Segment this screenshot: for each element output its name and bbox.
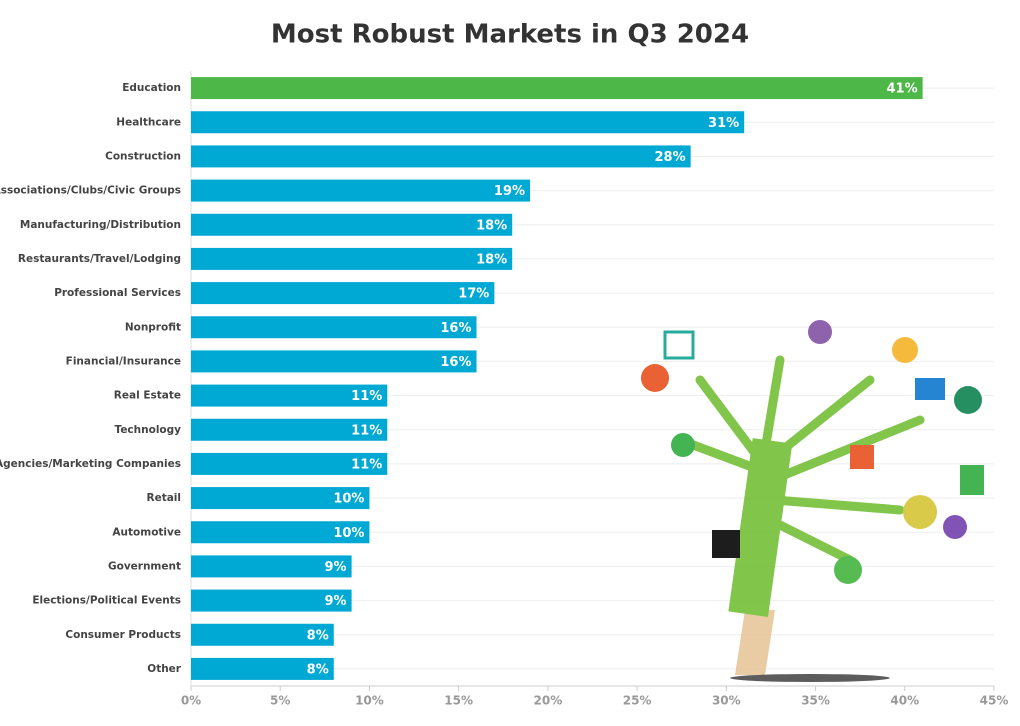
value-label: 41% bbox=[886, 82, 917, 97]
bar bbox=[191, 247, 513, 270]
bar bbox=[191, 145, 691, 168]
value-label: 8% bbox=[307, 662, 329, 677]
bar bbox=[191, 350, 477, 373]
bar bbox=[191, 111, 745, 134]
bar bbox=[191, 623, 334, 646]
decoration bbox=[641, 320, 984, 682]
value-label: 10% bbox=[333, 526, 364, 541]
icon bbox=[641, 364, 669, 392]
value-label: 18% bbox=[476, 218, 507, 233]
branches bbox=[675, 355, 925, 565]
value-label: 16% bbox=[440, 355, 471, 370]
value-label: 8% bbox=[307, 628, 329, 643]
icon bbox=[834, 556, 862, 584]
y-tick-label: Construction bbox=[105, 150, 181, 162]
x-tick-label: 30% bbox=[712, 694, 741, 708]
x-tick-label: 15% bbox=[444, 694, 473, 708]
x-tick-label: 5% bbox=[270, 694, 290, 708]
bar bbox=[191, 589, 352, 612]
pencil-tip bbox=[735, 610, 775, 675]
icon bbox=[954, 386, 982, 414]
bar bbox=[191, 316, 477, 339]
y-tick-label: Consumer Products bbox=[65, 629, 181, 641]
bar bbox=[191, 282, 495, 305]
value-label: 9% bbox=[325, 594, 347, 609]
y-tick-label: Real Estate bbox=[114, 390, 181, 402]
x-tick-label: 10% bbox=[355, 694, 384, 708]
y-tick-label: Ad Agencies/Marketing Companies bbox=[0, 458, 181, 470]
y-tick-label: Associations/Clubs/Civic Groups bbox=[0, 185, 181, 197]
icon bbox=[850, 445, 874, 469]
icon bbox=[960, 465, 984, 495]
value-label: 28% bbox=[655, 150, 686, 165]
icon bbox=[915, 378, 945, 400]
y-tick-label: Healthcare bbox=[116, 116, 181, 128]
bar bbox=[191, 521, 370, 544]
bar bbox=[191, 384, 388, 407]
shadow bbox=[730, 674, 890, 682]
y-tick-label: Government bbox=[108, 560, 181, 572]
plot-area: 0% 5% 10% 15% 20% 25% 30% 35% 40% 45% Education 41%… bbox=[0, 71, 1008, 708]
value-label: 10% bbox=[333, 492, 364, 507]
y-tick-label: Education bbox=[122, 82, 181, 94]
icon bbox=[892, 337, 918, 363]
value-label: 9% bbox=[325, 560, 347, 575]
value-label: 19% bbox=[494, 184, 525, 199]
icon bbox=[903, 495, 937, 529]
y-tick-label: Elections/Political Events bbox=[32, 595, 181, 607]
y-tick-label: Nonprofit bbox=[125, 321, 181, 333]
x-tick-label: 45% bbox=[980, 694, 1009, 708]
bar bbox=[191, 555, 352, 578]
value-label: 11% bbox=[351, 423, 382, 438]
y-tick-label: Automotive bbox=[112, 526, 181, 538]
icon bbox=[943, 515, 967, 539]
y-tick-label: Restaurants/Travel/Lodging bbox=[18, 253, 181, 265]
x-tick-label: 35% bbox=[801, 694, 830, 708]
value-label: 18% bbox=[476, 252, 507, 267]
bar bbox=[191, 179, 531, 202]
icon bbox=[671, 433, 695, 457]
y-tick-label: Other bbox=[147, 663, 182, 675]
bar bbox=[191, 418, 388, 441]
value-label: 11% bbox=[351, 457, 382, 472]
y-tick-label: Retail bbox=[146, 492, 181, 504]
x-tick-label: 20% bbox=[534, 694, 563, 708]
value-label: 17% bbox=[458, 287, 489, 302]
bar bbox=[191, 657, 334, 680]
bar bbox=[191, 487, 370, 510]
bar bbox=[191, 77, 923, 100]
chart-title: Most Robust Markets in Q3 2024 bbox=[271, 20, 749, 50]
y-tick-label: Professional Services bbox=[54, 287, 181, 299]
bar bbox=[191, 213, 513, 236]
y-tick-label: Financial/Insurance bbox=[66, 355, 181, 367]
bar bbox=[191, 452, 388, 475]
icon bbox=[712, 530, 740, 558]
value-label: 31% bbox=[708, 116, 739, 131]
x-tick-label: 40% bbox=[890, 694, 919, 708]
icon bbox=[663, 330, 695, 360]
y-tick-label: Technology bbox=[115, 424, 182, 436]
icon bbox=[808, 320, 832, 344]
x-tick-label: 0% bbox=[181, 694, 201, 708]
x-tick-label: 25% bbox=[623, 694, 652, 708]
y-tick-label: Manufacturing/Distribution bbox=[20, 219, 181, 231]
value-label: 16% bbox=[440, 321, 471, 336]
value-label: 11% bbox=[351, 389, 382, 404]
